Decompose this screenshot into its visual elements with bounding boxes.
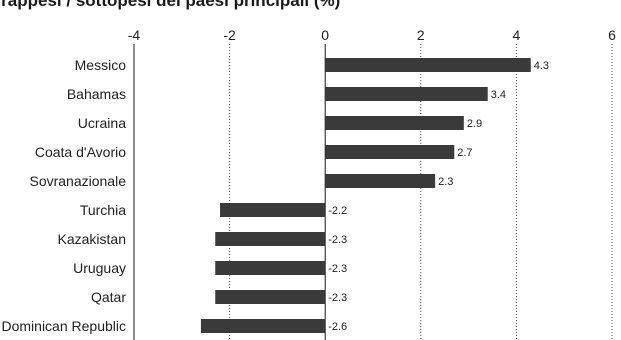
chart-title: Sovrappesi / sottopesi dei paesi princip… [0, 0, 341, 10]
category-label: Dominican Republic [1, 318, 126, 334]
bar [325, 174, 436, 188]
category-label: Uruguay [73, 260, 126, 276]
value-label: 2.3 [438, 176, 453, 188]
x-tick-label: 4 [513, 27, 521, 43]
value-label: 3.4 [491, 89, 506, 101]
value-label: -2.2 [328, 205, 347, 217]
value-label: -2.3 [328, 292, 347, 304]
bar [325, 145, 455, 159]
bar [215, 232, 326, 246]
category-label: Bahamas [67, 86, 126, 102]
bar [325, 87, 488, 101]
category-label: Coata d'Avorio [35, 144, 126, 160]
bar [325, 116, 464, 130]
bar [220, 203, 326, 217]
x-tick-label: -2 [223, 27, 236, 43]
value-label: 2.7 [457, 147, 472, 159]
x-tick-label: 0 [321, 27, 329, 43]
value-label: -2.3 [328, 234, 347, 246]
bar [200, 319, 326, 333]
x-tick-label: 2 [417, 27, 425, 43]
value-label: 4.3 [534, 60, 549, 72]
category-label: Ucraina [78, 115, 126, 131]
x-tick-label: -4 [128, 27, 141, 43]
value-label: -2.6 [328, 321, 347, 333]
value-label: -2.3 [328, 263, 347, 275]
category-label: Qatar [91, 289, 126, 305]
category-label: Messico [75, 57, 127, 73]
bar [215, 261, 326, 275]
bar-layer [200, 58, 531, 333]
x-tick-label: 6 [608, 27, 616, 43]
category-label: Kazakistan [58, 231, 126, 247]
category-label: Turchia [80, 202, 126, 218]
value-label: 2.9 [467, 118, 482, 130]
category-label: Sovranazionale [29, 173, 126, 189]
bar [215, 290, 326, 304]
bar [325, 58, 531, 72]
label-layer: -4 -2 0 2 4 6 Messico 4.3 Bahamas 3.4 Ucraina 2.9 Co… [1, 27, 616, 334]
